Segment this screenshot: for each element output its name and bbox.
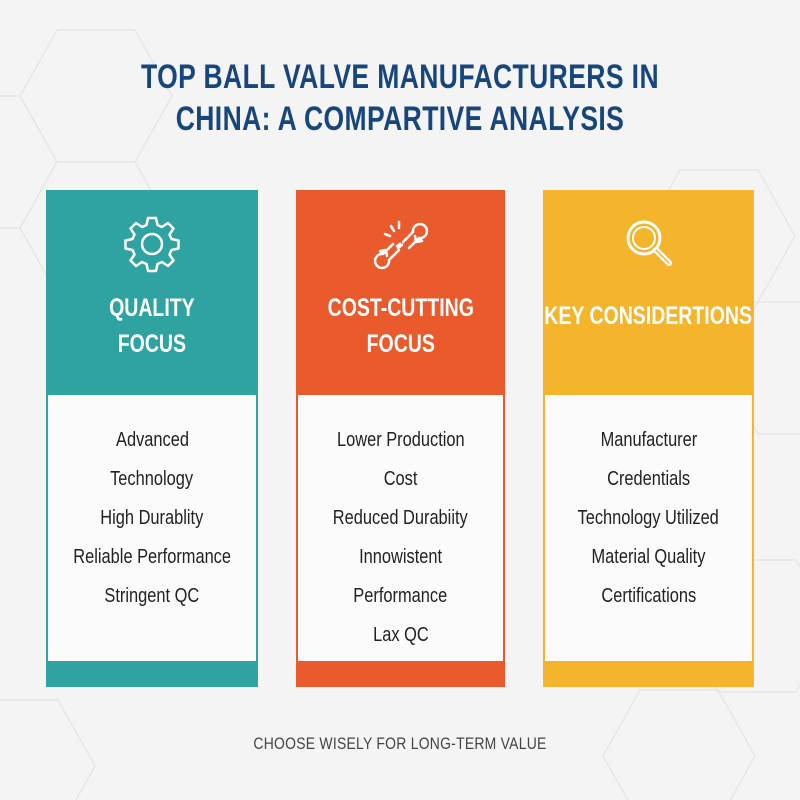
- list-item: Reduced Durabiity: [333, 507, 468, 529]
- list-item: Technology: [110, 468, 194, 490]
- card-title: QUALITY FOCUS: [109, 290, 195, 362]
- magnifier-icon: [626, 220, 672, 266]
- list-item: Performance: [353, 585, 448, 607]
- quality-focus-card: QUALITY FOCUS Advanced Technology High D…: [46, 190, 258, 687]
- gear-icon: [124, 216, 180, 273]
- list-item: Material Quality: [591, 546, 706, 568]
- list-item: Credentials: [607, 468, 690, 490]
- list-item: Lower Production: [336, 429, 465, 451]
- tagline: CHOOSE WISELY FOR LONG-TERM VALUE: [253, 734, 547, 753]
- card-title-line-2: FOCUS: [117, 330, 187, 358]
- list-item: Innowistent: [359, 546, 442, 568]
- key-considerations-card: KEY CONSIDERTIONS Manufacturer Credentia…: [543, 190, 754, 687]
- list-item: Manufacturer: [600, 429, 697, 451]
- card-body: Manufacturer Credentials Technology Util…: [545, 395, 752, 661]
- list-item: Lax QC: [372, 624, 429, 646]
- list-item: Certifications: [601, 585, 696, 607]
- card-header: QUALITY FOCUS: [48, 192, 256, 395]
- card-header: COST-CUTTING FOCUS: [298, 192, 503, 395]
- list-item: Technology Utilized: [577, 507, 720, 529]
- list-item: Reliable Performance: [73, 546, 231, 568]
- card-title: KEY CONSIDERTIONS: [545, 298, 753, 334]
- list-item: High Durablity: [100, 507, 204, 529]
- card-footer-bar: [298, 661, 503, 685]
- card-title: COST-CUTTING FOCUS: [327, 290, 473, 362]
- card-body: Lower Production Cost Reduced Durabiity …: [298, 395, 503, 661]
- card-title-line-1: COST-CUTTING: [327, 294, 474, 322]
- cost-cutting-focus-card: COST-CUTTING FOCUS Lower Production Cost…: [296, 190, 505, 687]
- card-body: Advanced Technology High Durablity Relia…: [48, 395, 256, 661]
- card-footer-bar: [48, 661, 256, 685]
- broken-wrench-icon: [373, 220, 428, 270]
- list-item: Stringent QC: [104, 585, 200, 607]
- card-footer-bar: [545, 661, 752, 685]
- card-title-line-2: FOCUS: [366, 330, 435, 358]
- page-title: TOP BALL VALVE MANUFACTURERS IN CHINA: A…: [88, 56, 712, 140]
- title-line-1: TOP BALL VALVE MANUFACTURERS IN: [141, 58, 659, 96]
- list-item: Advanced: [115, 429, 189, 451]
- list-item: Cost: [383, 468, 418, 490]
- card-title-line-1: KEY CONSIDERTIONS: [544, 302, 753, 330]
- card-header: KEY CONSIDERTIONS: [545, 192, 752, 395]
- title-line-2: CHINA: A COMPARTIVE ANALYSIS: [175, 100, 625, 138]
- card-title-line-1: QUALITY: [109, 294, 195, 322]
